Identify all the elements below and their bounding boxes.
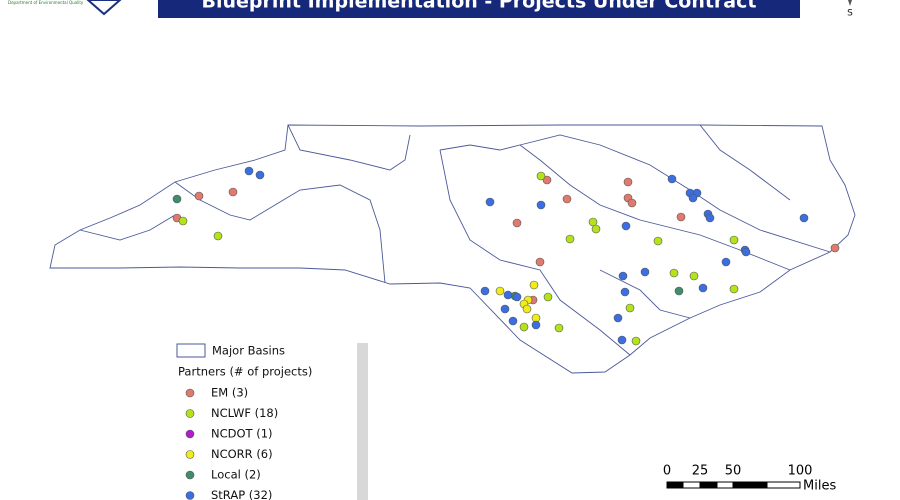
project-point xyxy=(625,303,635,313)
project-point xyxy=(721,257,731,267)
project-point xyxy=(640,267,650,277)
project-point xyxy=(536,200,546,210)
compass-needle xyxy=(848,0,852,6)
project-point xyxy=(631,336,641,346)
legend-basin-swatch xyxy=(176,343,206,358)
legend-label: StRAP (32) xyxy=(211,488,272,500)
project-point xyxy=(741,247,751,257)
title-banner xyxy=(158,0,800,18)
project-point xyxy=(543,292,553,302)
scale-unit: Miles xyxy=(803,479,836,494)
project-point xyxy=(213,231,223,241)
project-point xyxy=(480,286,490,296)
project-point xyxy=(554,323,564,333)
project-point xyxy=(255,170,265,180)
logo-text: Department of Environmental Quality xyxy=(8,0,84,5)
project-point xyxy=(591,224,601,234)
project-point xyxy=(228,187,238,197)
project-point xyxy=(698,283,708,293)
project-point xyxy=(178,216,188,226)
project-point xyxy=(512,292,522,302)
project-point xyxy=(653,236,663,246)
project-point xyxy=(667,174,677,184)
project-point xyxy=(669,268,679,278)
project-point xyxy=(172,194,182,204)
title: Blueprint Implementation - Projects Unde… xyxy=(202,0,757,13)
scale-segment xyxy=(666,481,684,489)
scale-label: 0 xyxy=(663,464,671,479)
project-point xyxy=(495,286,505,296)
project-point xyxy=(623,177,633,187)
legend-label: NCLWF (18) xyxy=(211,406,278,420)
project-point xyxy=(535,257,545,267)
project-point xyxy=(689,271,699,281)
project-point xyxy=(705,213,715,223)
scale-segment xyxy=(716,481,734,489)
legend-label: Local (2) xyxy=(211,468,261,482)
project-point xyxy=(617,335,627,345)
logo-shape xyxy=(86,0,122,16)
project-point xyxy=(529,280,539,290)
project-point xyxy=(676,212,686,222)
project-point xyxy=(512,218,522,228)
project-point xyxy=(536,171,546,181)
legend-title: Partners (# of projects) xyxy=(178,365,312,379)
project-point xyxy=(508,316,518,326)
legend-marker xyxy=(185,429,195,439)
project-point xyxy=(674,286,684,296)
project-point xyxy=(503,290,513,300)
project-point xyxy=(729,284,739,294)
project-point xyxy=(621,221,631,231)
project-point xyxy=(613,313,623,323)
project-point xyxy=(620,287,630,297)
legend-label: NCDOT (1) xyxy=(211,427,273,441)
scale-label: 25 xyxy=(692,464,709,479)
legend: EM (3) NCLWF (18) NCDOT (1) NCORR (6) Local … xyxy=(185,386,278,500)
legend-label: NCORR (6) xyxy=(211,447,273,461)
project-point xyxy=(562,194,572,204)
legend-marker xyxy=(185,409,195,418)
legend-scroll xyxy=(357,343,368,500)
legend-marker xyxy=(185,388,195,398)
project-points xyxy=(172,166,840,346)
project-point xyxy=(565,234,575,244)
project-point xyxy=(688,193,698,203)
scale-label: 50 xyxy=(725,464,742,479)
legend-marker xyxy=(185,450,195,459)
legend-marker xyxy=(185,470,195,480)
legend-label: EM (3) xyxy=(211,386,248,400)
scale-label: 100 xyxy=(788,464,813,479)
project-point xyxy=(500,304,510,314)
scale-segment xyxy=(699,481,718,489)
scale-segment xyxy=(732,481,768,489)
project-point xyxy=(799,213,809,223)
scale-segment xyxy=(682,481,701,489)
state-outline xyxy=(49,124,856,374)
project-point xyxy=(542,175,552,185)
legend-marker xyxy=(185,491,195,500)
project-point xyxy=(485,197,495,207)
project-point xyxy=(522,304,532,314)
project-point xyxy=(531,320,541,330)
legend-basins: Major Basins xyxy=(212,344,285,358)
project-point xyxy=(729,235,739,245)
project-point xyxy=(244,166,254,176)
project-point xyxy=(627,198,637,208)
scale-segment xyxy=(766,481,801,489)
project-point xyxy=(194,191,204,201)
project-point xyxy=(618,271,628,281)
compass-label: S xyxy=(847,9,853,19)
project-point xyxy=(830,243,840,253)
project-point xyxy=(519,322,529,332)
